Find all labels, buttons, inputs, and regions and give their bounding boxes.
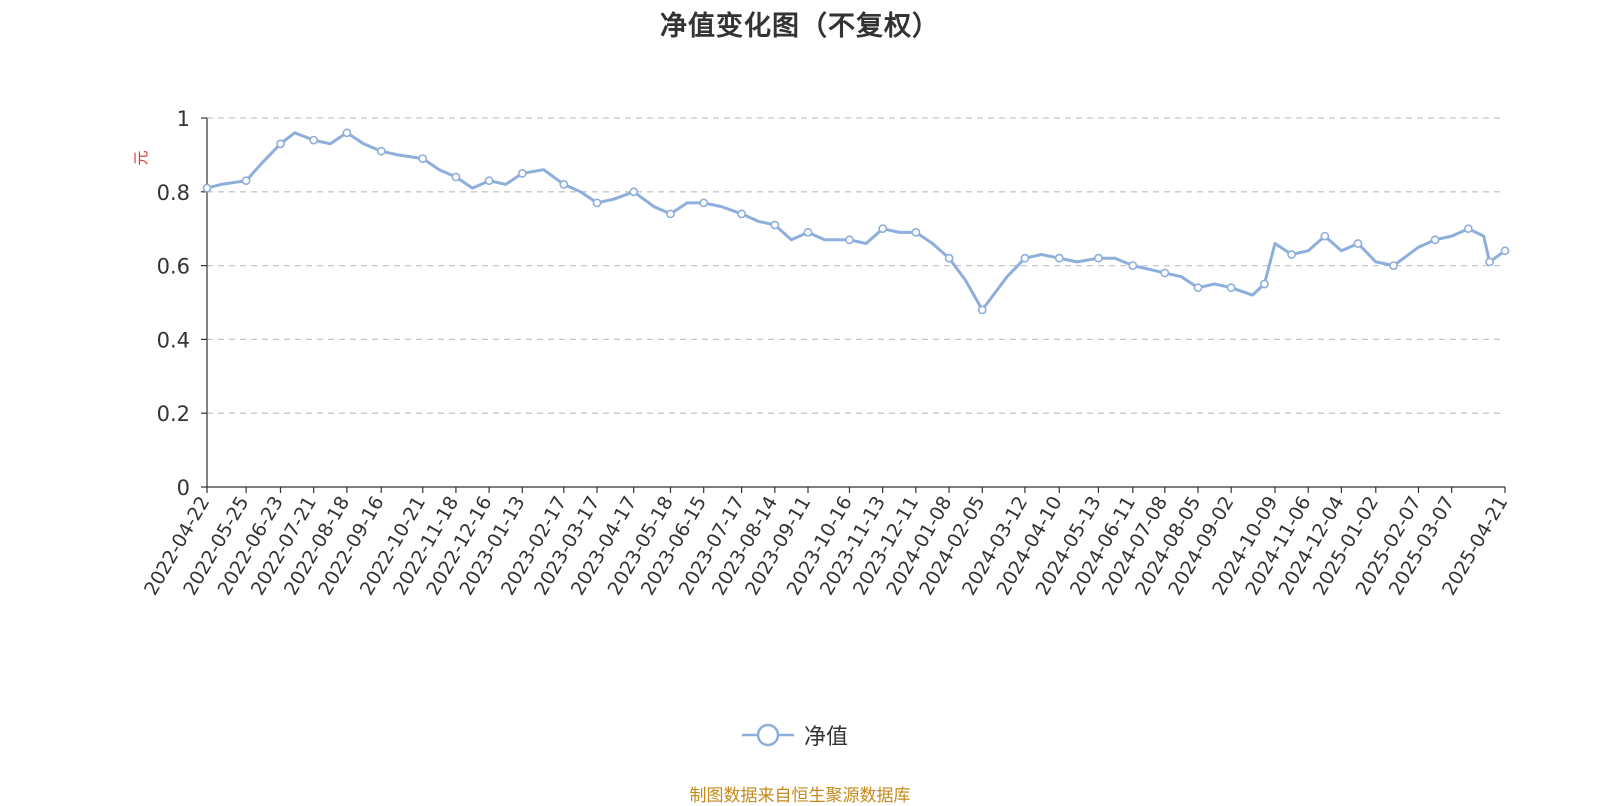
data-point[interactable] (1054, 253, 1064, 263)
data-point[interactable] (376, 146, 386, 156)
y-axis-ticks: 0 0.2 0.4 0.6 0.8 1 (157, 107, 207, 500)
y-tick-label: 0.8 (157, 181, 190, 205)
data-point[interactable] (1193, 283, 1203, 293)
legend[interactable]: 净值 (740, 720, 848, 750)
data-point[interactable] (1226, 283, 1236, 293)
chart-title: 净值变化图（不复权） (660, 11, 940, 42)
data-point[interactable] (878, 224, 888, 234)
data-point[interactable] (1020, 253, 1030, 263)
legend-label: 净值 (804, 725, 849, 750)
x-axis-ticks: 2022-04-222022-05-252022-06-232022-07-21… (140, 487, 1512, 599)
data-point[interactable] (977, 305, 987, 315)
data-point[interactable] (1160, 268, 1170, 278)
y-tick-label: 1 (177, 107, 190, 131)
data-point[interactable] (1094, 253, 1103, 263)
y-tick-label: 0.4 (157, 328, 190, 352)
grid-lines (207, 117, 1505, 414)
y-tick-label: 0.2 (157, 402, 190, 426)
data-point[interactable] (418, 154, 428, 163)
data-point[interactable] (911, 227, 921, 237)
data-point[interactable] (309, 135, 319, 145)
data-point[interactable] (484, 176, 494, 186)
series-markers (202, 128, 1510, 315)
data-point[interactable] (1320, 231, 1330, 241)
data-point[interactable] (944, 253, 954, 263)
data-point[interactable] (629, 187, 639, 197)
legend-line-marker-icon (742, 723, 794, 747)
data-point[interactable] (737, 209, 746, 219)
data-point[interactable] (770, 220, 780, 230)
data-point[interactable] (342, 128, 352, 138)
data-point[interactable] (803, 227, 813, 237)
data-point[interactable] (1128, 261, 1138, 270)
data-point[interactable] (451, 172, 461, 182)
data-point[interactable] (699, 198, 709, 208)
data-point[interactable] (276, 139, 285, 149)
data-point[interactable] (1353, 239, 1363, 248)
data-point[interactable] (1389, 261, 1398, 270)
data-point[interactable] (1287, 250, 1296, 259)
data-point[interactable] (559, 179, 569, 189)
data-point[interactable] (845, 235, 854, 245)
y-axis-title: 元 (132, 150, 150, 165)
data-point[interactable] (592, 198, 602, 208)
data-point[interactable] (517, 168, 527, 178)
data-point[interactable] (1485, 257, 1494, 267)
series-line-layer (205, 131, 1507, 312)
data-point[interactable] (1430, 235, 1440, 245)
data-point[interactable] (1463, 224, 1473, 234)
series-line (205, 131, 1507, 312)
data-point[interactable] (1500, 246, 1510, 256)
y-tick-label: 0 (177, 476, 190, 500)
data-point[interactable] (241, 176, 251, 186)
data-point[interactable] (1260, 279, 1269, 289)
axes (206, 118, 1505, 488)
data-point[interactable] (666, 209, 675, 219)
y-tick-label: 0.6 (157, 255, 190, 279)
source-note: 制图数据来自恒生聚源数据库 (689, 786, 911, 806)
data-point[interactable] (202, 183, 212, 193)
